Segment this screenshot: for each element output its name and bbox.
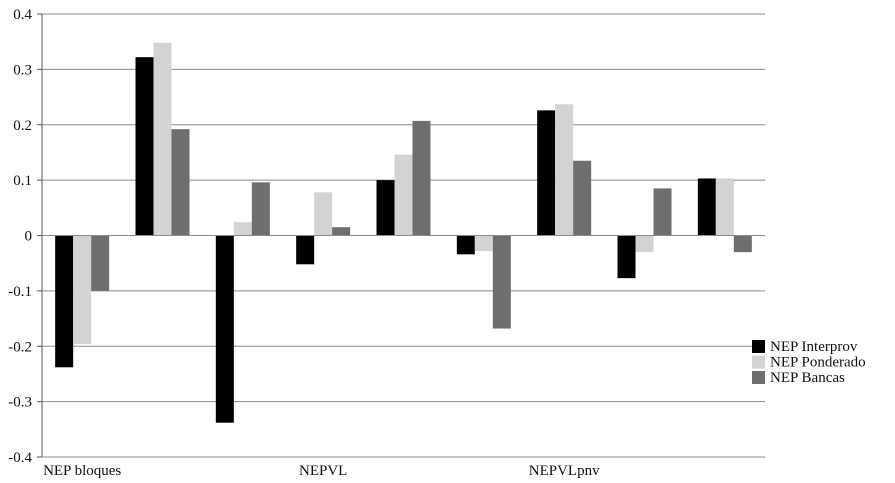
y-tick-label: 0.1 xyxy=(13,173,32,189)
x-category-label: NEPVL xyxy=(299,463,347,479)
bar xyxy=(135,57,154,236)
bar xyxy=(171,129,190,236)
y-tick-label: -0.3 xyxy=(8,395,32,411)
bar xyxy=(91,235,110,291)
bar xyxy=(492,235,511,329)
bar xyxy=(251,182,270,236)
y-axis-ticks: 0.4 0.3 0.2 0.1 0 -0.1 -0.2 -0.3 -0.4 xyxy=(8,7,42,466)
x-category-label: NEPVLpnv xyxy=(529,463,600,479)
y-tick-label: -0.4 xyxy=(8,450,32,466)
y-tick-label: 0 xyxy=(25,229,33,245)
bar xyxy=(474,235,493,252)
y-tick-label: 0.4 xyxy=(13,7,32,23)
legend-label: NEP Interprov xyxy=(770,339,858,355)
y-tick-label: -0.2 xyxy=(8,339,32,355)
bar xyxy=(332,227,351,236)
y-tick-label: 0.2 xyxy=(13,118,32,134)
bar xyxy=(555,104,574,236)
bar xyxy=(296,235,315,265)
bar xyxy=(233,222,252,236)
bar xyxy=(153,42,172,236)
legend-label: NEP Bancas xyxy=(770,370,845,386)
y-tick-label: -0.1 xyxy=(8,284,32,300)
bar xyxy=(617,235,636,279)
bar xyxy=(537,110,556,236)
bar xyxy=(73,235,92,345)
bar xyxy=(715,178,734,236)
bar-series xyxy=(55,42,752,423)
bar xyxy=(412,120,431,236)
legend-label: NEP Ponderado xyxy=(770,355,866,371)
x-category-label: NEP bloques xyxy=(43,463,121,479)
bar xyxy=(215,235,234,423)
x-axis-labels: NEP bloques NEPVL NEPVLpnv xyxy=(43,463,600,479)
bar xyxy=(456,235,475,255)
bar xyxy=(573,160,592,236)
bar xyxy=(376,180,395,236)
bar xyxy=(733,235,752,253)
legend-swatch xyxy=(752,340,765,353)
legend-swatch xyxy=(752,355,765,369)
y-tick-label: 0.3 xyxy=(13,62,32,78)
bar xyxy=(635,235,654,253)
bar xyxy=(55,235,74,368)
bar xyxy=(314,192,333,236)
bar xyxy=(697,178,716,236)
legend-swatch xyxy=(752,371,765,384)
bar xyxy=(394,154,413,236)
bar xyxy=(653,188,672,236)
